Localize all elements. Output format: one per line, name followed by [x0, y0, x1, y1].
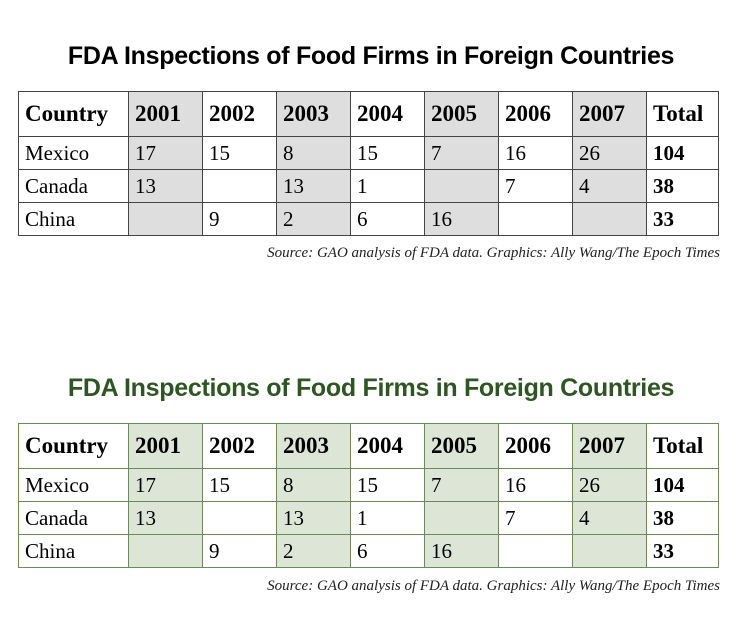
- header-total: Total: [646, 423, 719, 469]
- table-row: Canada 13 13 1 7 4 38: [18, 169, 719, 203]
- value-cell: [128, 202, 203, 236]
- table-row: China 9 2 6 16 33: [18, 534, 719, 568]
- value-cell: 15: [350, 136, 425, 170]
- header-2006: 2006: [498, 91, 573, 137]
- total-cell: 104: [646, 136, 719, 170]
- source-note: Source: GAO analysis of FDA data. Graphi…: [267, 245, 720, 261]
- value-cell: 16: [424, 202, 499, 236]
- value-cell: 8: [276, 136, 351, 170]
- value-cell: [128, 534, 203, 568]
- country-cell: Canada: [18, 169, 129, 203]
- value-cell: 1: [350, 501, 425, 535]
- header-2001: 2001: [128, 423, 203, 469]
- total-cell: 33: [646, 534, 719, 568]
- value-cell: [572, 202, 647, 236]
- table-row: Canada 13 13 1 7 4 38: [18, 501, 719, 535]
- header-country: Country: [18, 423, 129, 469]
- value-cell: 9: [202, 534, 277, 568]
- value-cell: 4: [572, 169, 647, 203]
- value-cell: 13: [276, 169, 351, 203]
- country-cell: China: [18, 202, 129, 236]
- table-row: Mexico 17 15 8 15 7 16 26 104: [18, 136, 719, 170]
- header-country: Country: [18, 91, 129, 137]
- header-2007: 2007: [572, 91, 647, 137]
- value-cell: 7: [498, 501, 573, 535]
- country-cell: Mexico: [18, 468, 129, 502]
- header-row: Country 2001 2002 2003 2004 2005 2006 20…: [18, 91, 719, 137]
- country-cell: Mexico: [18, 136, 129, 170]
- header-total: Total: [646, 91, 719, 137]
- value-cell: 16: [424, 534, 499, 568]
- table-title: FDA Inspections of Food Firms in Foreign…: [67, 374, 675, 402]
- value-cell: 6: [350, 534, 425, 568]
- value-cell: [498, 534, 573, 568]
- value-cell: 13: [128, 501, 203, 535]
- header-2003: 2003: [276, 423, 351, 469]
- header-2005: 2005: [424, 423, 499, 469]
- table-row: Mexico 17 15 8 15 7 16 26 104: [18, 468, 719, 502]
- value-cell: [572, 534, 647, 568]
- value-cell: 13: [276, 501, 351, 535]
- table-row: China 9 2 6 16 33: [18, 202, 719, 236]
- country-cell: China: [18, 534, 129, 568]
- value-cell: 6: [350, 202, 425, 236]
- value-cell: 16: [498, 136, 573, 170]
- value-cell: 26: [572, 468, 647, 502]
- value-cell: 17: [128, 468, 203, 502]
- header-2004: 2004: [350, 423, 425, 469]
- total-cell: 38: [646, 169, 719, 203]
- header-row: Country 2001 2002 2003 2004 2005 2006 20…: [18, 423, 719, 469]
- header-2004: 2004: [350, 91, 425, 137]
- value-cell: 15: [202, 468, 277, 502]
- inspections-table: Country 2001 2002 2003 2004 2005 2006 20…: [18, 91, 719, 236]
- source-note: Source: GAO analysis of FDA data. Graphi…: [267, 578, 720, 594]
- header-2007: 2007: [572, 423, 647, 469]
- value-cell: [424, 501, 499, 535]
- value-cell: [202, 169, 277, 203]
- header-2001: 2001: [128, 91, 203, 137]
- value-cell: 17: [128, 136, 203, 170]
- value-cell: 7: [424, 468, 499, 502]
- inspections-table: Country 2001 2002 2003 2004 2005 2006 20…: [18, 423, 719, 568]
- header-2002: 2002: [202, 91, 277, 137]
- header-2006: 2006: [498, 423, 573, 469]
- total-cell: 38: [646, 501, 719, 535]
- value-cell: 2: [276, 202, 351, 236]
- value-cell: 7: [498, 169, 573, 203]
- table-title: FDA Inspections of Food Firms in Foreign…: [67, 42, 675, 70]
- value-cell: 13: [128, 169, 203, 203]
- value-cell: 9: [202, 202, 277, 236]
- header-2005: 2005: [424, 91, 499, 137]
- value-cell: 15: [350, 468, 425, 502]
- header-2002: 2002: [202, 423, 277, 469]
- value-cell: [202, 501, 277, 535]
- value-cell: 26: [572, 136, 647, 170]
- total-cell: 33: [646, 202, 719, 236]
- value-cell: 8: [276, 468, 351, 502]
- value-cell: [424, 169, 499, 203]
- value-cell: 4: [572, 501, 647, 535]
- total-cell: 104: [646, 468, 719, 502]
- value-cell: [498, 202, 573, 236]
- value-cell: 16: [498, 468, 573, 502]
- value-cell: 1: [350, 169, 425, 203]
- value-cell: 7: [424, 136, 499, 170]
- country-cell: Canada: [18, 501, 129, 535]
- value-cell: 2: [276, 534, 351, 568]
- header-2003: 2003: [276, 91, 351, 137]
- value-cell: 15: [202, 136, 277, 170]
